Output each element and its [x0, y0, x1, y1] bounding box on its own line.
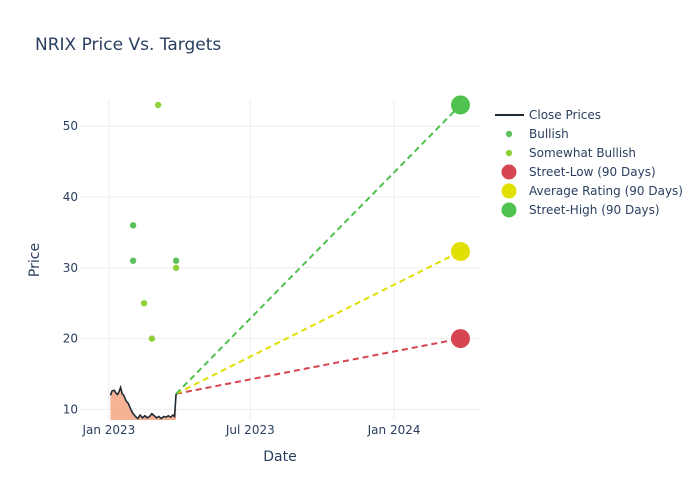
target-marker [450, 329, 470, 349]
legend-label: Close Prices [529, 108, 601, 122]
x-tick-label: Jan 2023 [81, 423, 135, 437]
x-tick-label: Jan 2024 [367, 423, 421, 437]
legend-label: Street-Low (90 Days) [529, 165, 656, 179]
legend-label: Average Rating (90 Days) [529, 184, 683, 198]
y-axis-title: Price [27, 243, 43, 277]
close-price-area [110, 387, 177, 420]
legend-label: Bullish [529, 127, 569, 141]
legend-swatch-marker [501, 202, 517, 218]
legend-label: Street-High (90 Days) [529, 203, 660, 217]
rating-point [140, 299, 148, 307]
y-tick-label: 10 [63, 402, 78, 416]
y-tick-label: 50 [63, 119, 78, 133]
target-marker [450, 95, 470, 115]
legend[interactable]: Close Prices Bullish Somewhat Bullish Stree… [495, 108, 683, 218]
rating-point [129, 222, 137, 229]
y-tick-label: 20 [63, 332, 78, 346]
x-tick-label: Jul 2023 [225, 423, 275, 437]
legend-swatch-dot [505, 130, 513, 138]
target-line [175, 337, 461, 395]
legend-swatch-dot [505, 149, 513, 157]
target-marker [450, 242, 470, 262]
data-layer [109, 95, 470, 420]
chart-title: NRIX Price Vs. Targets [35, 35, 221, 55]
rating-point [172, 257, 180, 264]
rating-point [129, 257, 137, 264]
y-tick-label: 30 [63, 261, 78, 275]
target-line [175, 250, 461, 395]
axis-layer: Jan 2023 Jul 2023 Jan 2024 10 20 30 40 50 [63, 119, 421, 437]
y-tick-label: 40 [63, 190, 78, 204]
legend-swatch-marker [501, 164, 517, 180]
rating-point [148, 335, 156, 342]
rating-point [154, 101, 162, 109]
target-line [175, 104, 462, 395]
rating-point [172, 264, 180, 271]
grid-layer [80, 100, 480, 420]
legend-swatch-marker [501, 183, 517, 199]
legend-label: Somewhat Bullish [529, 146, 636, 160]
close-price-line [109, 384, 177, 420]
x-axis-title: Date [263, 449, 296, 465]
